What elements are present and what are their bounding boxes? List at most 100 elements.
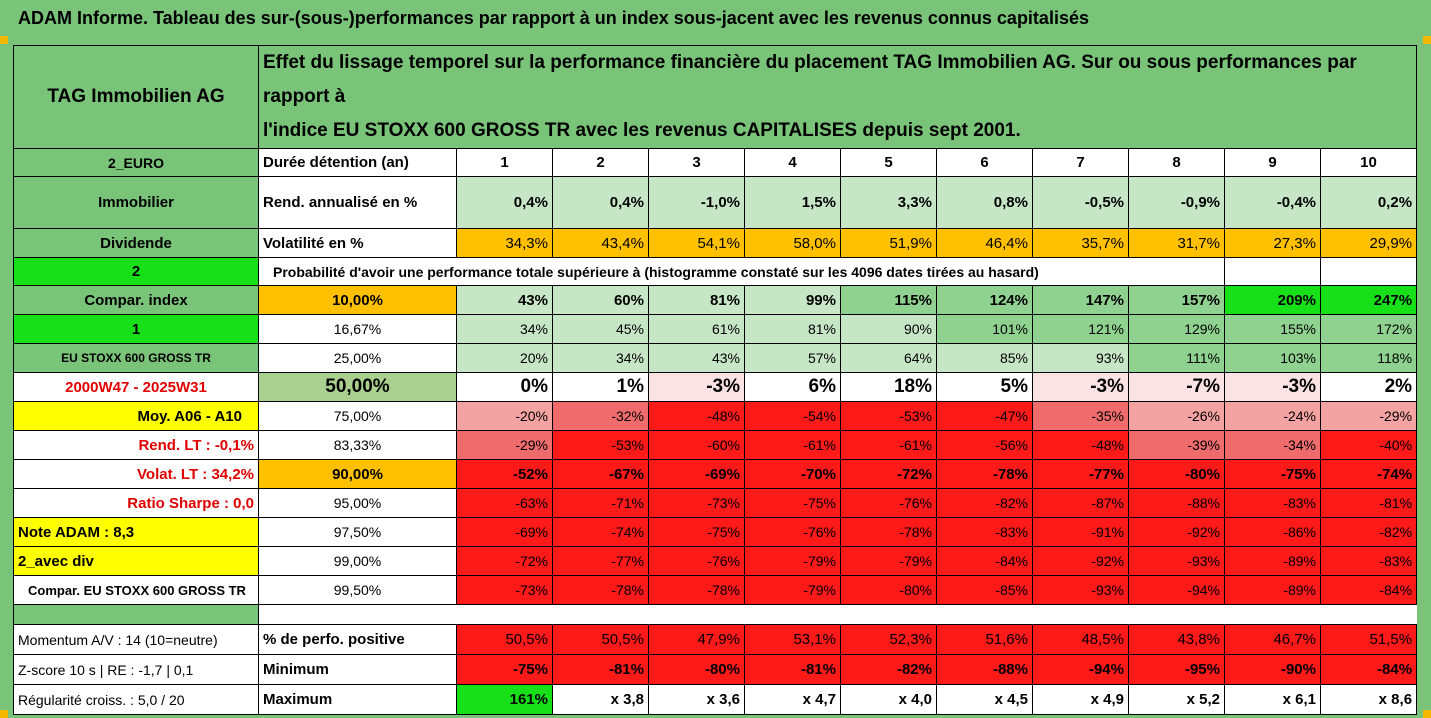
volat-value: 46,4% — [936, 228, 1033, 258]
performance-table-container: TAG Immobilien AG Effet du lissage tempor… — [13, 45, 1418, 715]
pct-pos-value: 50,5% — [456, 624, 553, 655]
percentile-value: -29% — [456, 430, 553, 460]
percentile-value: -85% — [936, 575, 1033, 605]
percentile-label: 25,00% — [258, 343, 457, 373]
side-label: Compar. EU STOXX 600 GROSS TR — [13, 575, 259, 605]
side-label: Compar. index — [13, 285, 259, 315]
sector-label: Immobilier — [13, 176, 259, 229]
percentile-value: -93% — [1128, 546, 1225, 576]
table-row: Ratio Sharpe : 0,0 95,00% -63% -71% -73% -75%… — [13, 488, 1418, 518]
spacer-cell — [552, 604, 649, 625]
percentile-value: -72% — [840, 459, 937, 489]
percentile-value: -60% — [648, 430, 745, 460]
table-row: Immobilier Rend. annualisé en % 0,4% 0,4% -1… — [13, 176, 1418, 229]
percentile-value: 85% — [936, 343, 1033, 373]
minimum-value: -80% — [648, 654, 745, 685]
pct-pos-value: 48,5% — [1032, 624, 1129, 655]
percentile-value: -61% — [744, 430, 841, 460]
table-row: Z-score 10 s | RE : -1,7 | 0,1 Minimum -75… — [13, 654, 1418, 685]
table-row — [13, 604, 1417, 625]
percentile-value: 247% — [1319, 285, 1418, 315]
spacer-cell — [1032, 604, 1129, 625]
momentum-label: Momentum A/V : 14 (10=neutre) — [13, 624, 259, 655]
corner-marker — [1423, 710, 1431, 718]
spacer-cell — [1320, 604, 1417, 625]
side-label: Ratio Sharpe : 0,0 — [13, 488, 259, 518]
percentile-value: -63% — [456, 488, 553, 518]
table-row: Compar. EU STOXX 600 GROSS TR 99,50% -73% -… — [13, 575, 1418, 605]
percentile-value: -47% — [936, 401, 1033, 431]
rend-value: 0,8% — [936, 176, 1033, 229]
pct-pos-value: 52,3% — [840, 624, 937, 655]
volat-value: 54,1% — [648, 228, 745, 258]
percentile-value: -91% — [1032, 517, 1129, 547]
maximum-value: x 6,1 — [1224, 684, 1321, 715]
percentile-value: -76% — [648, 546, 745, 576]
proba-label: Probabilité d'avoir une performance tota… — [258, 257, 1225, 286]
percentile-value: -56% — [936, 430, 1033, 460]
spacer-cell — [744, 604, 841, 625]
percentile-value: 45% — [552, 314, 649, 344]
percentile-value: -75% — [744, 488, 841, 518]
percentile-value: -89% — [1224, 575, 1321, 605]
percentile-value: 81% — [648, 285, 745, 315]
percentile-value: -67% — [552, 459, 649, 489]
percentile-value: -54% — [744, 401, 841, 431]
table-row: Volat. LT : 34,2% 90,00% -52% -67% -69% -70% -… — [13, 459, 1418, 489]
year-header: 3 — [648, 148, 745, 177]
percentile-value: -78% — [648, 575, 745, 605]
percentile-value: -77% — [1032, 459, 1129, 489]
percentile-value: -71% — [552, 488, 649, 518]
maximum-value: x 4,0 — [840, 684, 937, 715]
maximum-label: Maximum — [258, 684, 457, 715]
minimum-value: -88% — [936, 654, 1033, 685]
percentile-value: -84% — [1319, 575, 1418, 605]
maximum-value: x 3,6 — [648, 684, 745, 715]
pct-pos-value: 46,7% — [1224, 624, 1321, 655]
regularite-label: Régularité croiss. : 5,0 / 20 — [13, 684, 259, 715]
percentile-label: 75,00% — [258, 401, 457, 431]
percentile-value: -53% — [840, 401, 937, 431]
percentile-value: 2% — [1319, 372, 1418, 402]
table-row: Compar. index 10,00% 43% 60% 81% 99% 115% 124% 1… — [13, 285, 1418, 315]
year-header: 1 — [456, 148, 553, 177]
percentile-value: -78% — [552, 575, 649, 605]
corner-marker — [0, 710, 8, 718]
percentile-value: 64% — [840, 343, 937, 373]
currency-label: 2_EURO — [13, 148, 259, 177]
spacer-cell — [13, 604, 259, 625]
corner-marker — [1423, 36, 1431, 44]
percentile-value: -82% — [936, 488, 1033, 518]
percentile-value: -78% — [840, 517, 937, 547]
percentile-value: 34% — [552, 343, 649, 373]
percentile-value: 20% — [456, 343, 553, 373]
dividend-label: Dividende — [13, 228, 259, 258]
pct-pos-value: 50,5% — [552, 624, 649, 655]
percentile-value: -74% — [1319, 459, 1418, 489]
percentile-value: 0% — [456, 372, 553, 402]
year-header: 6 — [936, 148, 1033, 177]
percentile-value: -69% — [648, 459, 745, 489]
spacer-cell — [456, 604, 553, 625]
table-row: Dividende Volatilité en % 34,3% 43,4% 54,1% 5… — [13, 228, 1418, 258]
percentile-value: -32% — [552, 401, 649, 431]
rend-value: -0,9% — [1128, 176, 1225, 229]
percentile-value: -94% — [1128, 575, 1225, 605]
minimum-value: -94% — [1032, 654, 1129, 685]
spacer-cell — [1224, 604, 1321, 625]
percentile-value: -83% — [1319, 546, 1418, 576]
percentile-value: -79% — [744, 575, 841, 605]
minimum-value: -95% — [1128, 654, 1225, 685]
year-header: 9 — [1224, 148, 1321, 177]
spacer-cell — [936, 604, 1033, 625]
year-header: 10 — [1319, 148, 1418, 177]
pct-pos-value: 53,1% — [744, 624, 841, 655]
percentile-value: -29% — [1319, 401, 1418, 431]
table-row: Momentum A/V : 14 (10=neutre)% de perfo.… — [13, 624, 1418, 655]
percentile-value: -79% — [744, 546, 841, 576]
pct-pos-value: 47,9% — [648, 624, 745, 655]
percentile-value: -70% — [744, 459, 841, 489]
percentile-label: 99,50% — [258, 575, 457, 605]
percentile-value: 129% — [1128, 314, 1225, 344]
description: Effet du lissage temporel sur la perform… — [257, 45, 1418, 149]
